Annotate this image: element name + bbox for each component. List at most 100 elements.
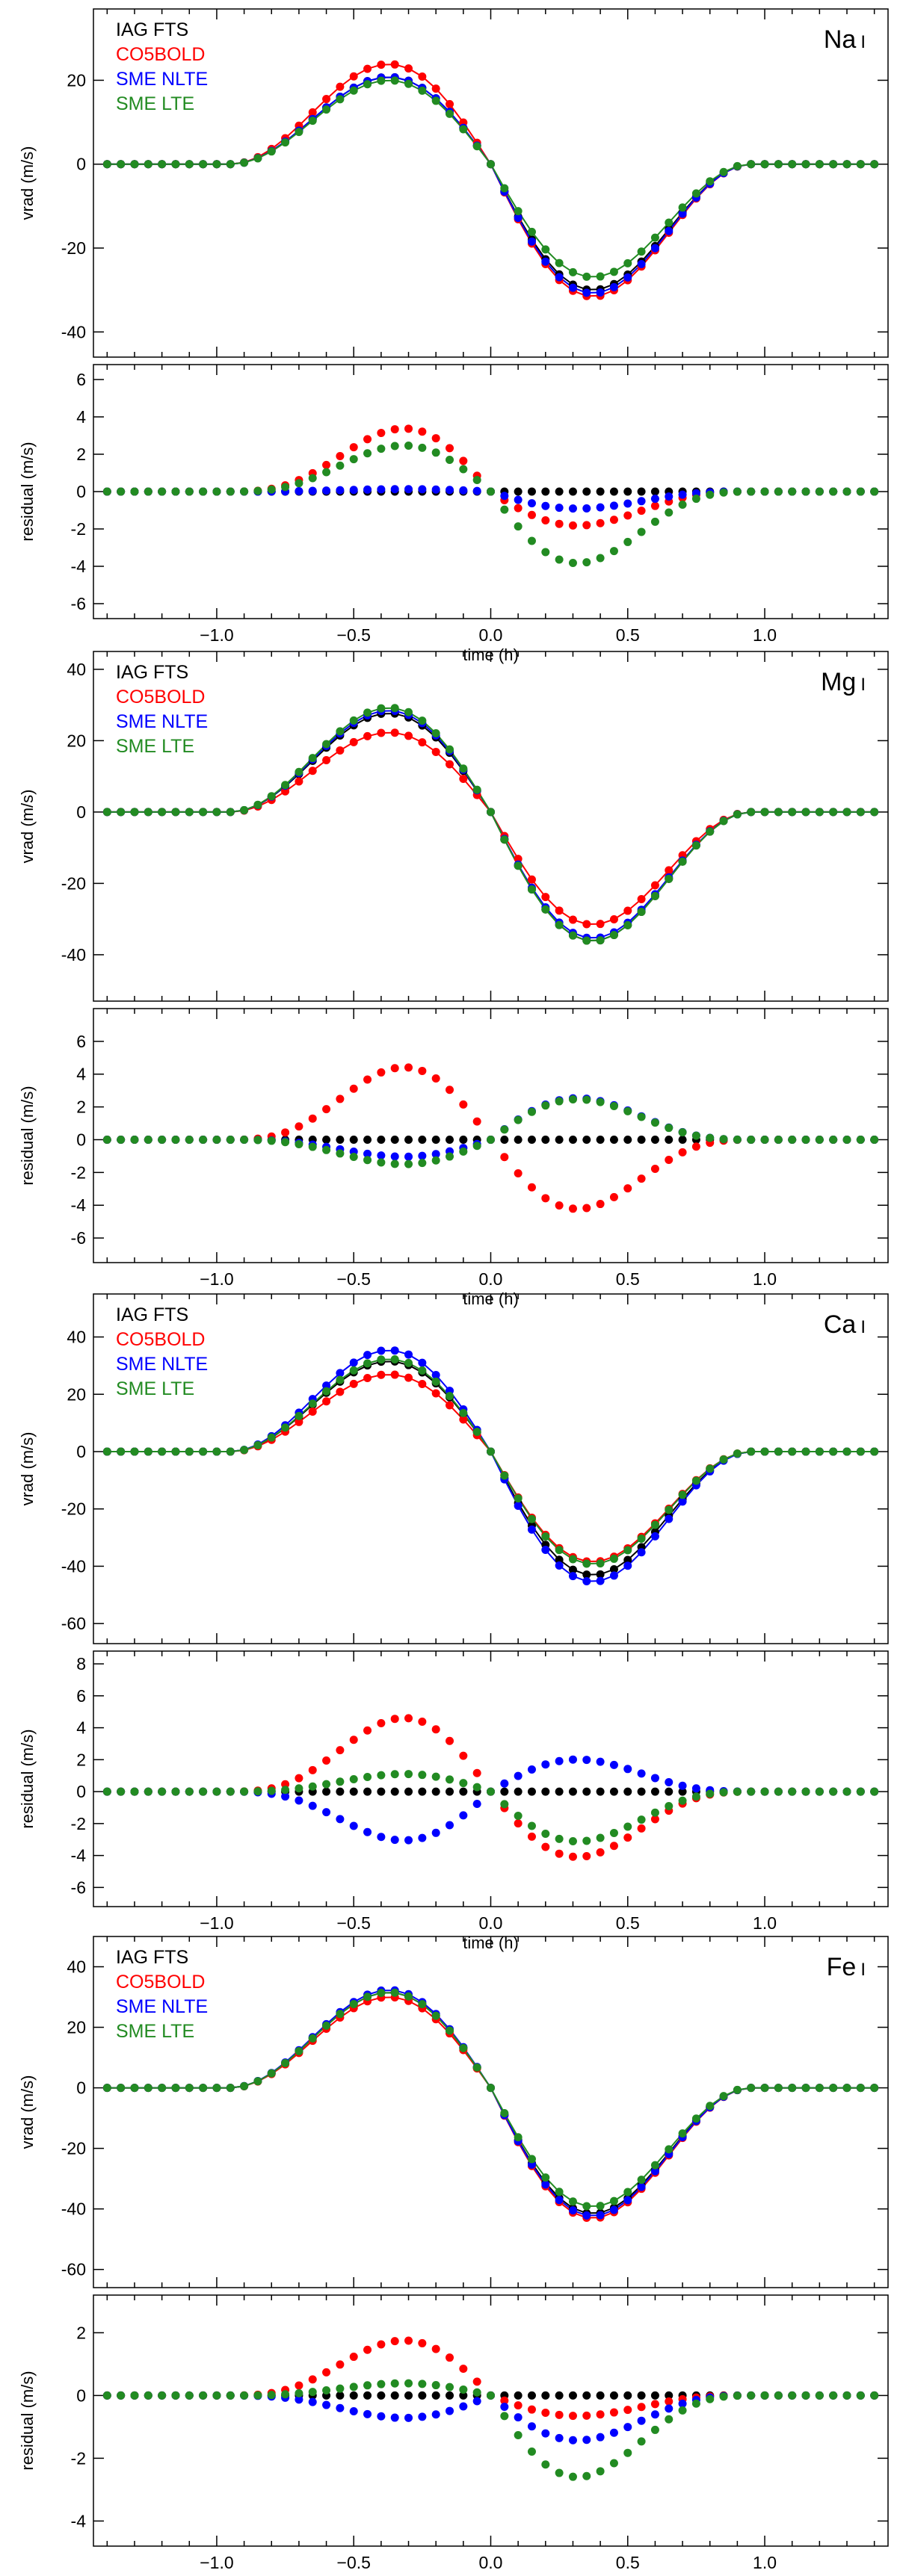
data-point [446, 2353, 454, 2362]
data-point [472, 1117, 481, 1126]
data-point [404, 1836, 413, 1845]
data-point [418, 1159, 427, 1168]
data-point [117, 1787, 126, 1796]
data-point [418, 2000, 427, 2009]
data-point [349, 1084, 358, 1093]
data-point [596, 1787, 605, 1796]
data-point [226, 2391, 235, 2400]
data-point [514, 2391, 523, 2400]
x-tick-label: 0.5 [616, 1269, 640, 1289]
data-point [815, 487, 824, 496]
data-point [158, 2084, 167, 2093]
data-point [144, 1787, 152, 1796]
data-point [829, 808, 838, 817]
data-point [472, 785, 481, 794]
series-sme-lte [107, 707, 875, 942]
data-point [308, 1765, 317, 1774]
y-tick-label: -2 [71, 1814, 86, 1833]
data-point [418, 1151, 427, 1160]
data-point [322, 95, 331, 104]
data-point [555, 487, 564, 496]
data-point [349, 1787, 358, 1796]
data-point [527, 487, 536, 496]
data-point [308, 474, 317, 483]
markers-sme-nlte [102, 1346, 879, 1585]
data-point [459, 1408, 468, 1417]
data-point [349, 72, 358, 81]
data-point [336, 1777, 345, 1786]
data-point [637, 1534, 646, 1543]
data-point [418, 1717, 427, 1726]
data-point [637, 1815, 646, 1824]
data-point [500, 2108, 509, 2117]
data-point [322, 740, 331, 749]
data-point [609, 1135, 618, 1144]
data-point [706, 490, 715, 499]
data-point [418, 427, 427, 436]
data-point [185, 2391, 194, 2400]
series-line [107, 713, 875, 942]
data-point [555, 2433, 564, 2442]
data-point [788, 1787, 797, 1796]
data-point [568, 1787, 577, 1796]
data-point [404, 1152, 413, 1161]
markers-sme-nlte [102, 1986, 879, 2220]
y-axis-label: residual (m/s) [18, 2371, 37, 2470]
data-point [555, 2468, 564, 2477]
data-point [404, 1135, 413, 1144]
data-point [829, 2084, 838, 2093]
data-point [527, 536, 536, 545]
data-point [117, 160, 126, 169]
data-point [418, 1833, 427, 1842]
data-point [431, 2410, 440, 2419]
data-point [446, 2383, 454, 2391]
data-point [446, 1821, 454, 1830]
data-point [446, 486, 454, 495]
data-point [582, 1559, 591, 1568]
residual-sme-lte [102, 2379, 879, 2481]
data-point [308, 1782, 317, 1791]
data-point [295, 1417, 303, 1426]
data-point [555, 273, 564, 282]
data-point [555, 1756, 564, 1765]
plot-frame [93, 2294, 889, 2547]
data-point [788, 1135, 797, 1144]
data-point [404, 708, 413, 716]
data-point [733, 2391, 742, 2400]
y-tick-label: -4 [71, 1846, 87, 1866]
legend-entry: CO5BOLD [116, 1972, 205, 1993]
data-point [829, 1447, 838, 1456]
data-point [541, 1842, 550, 1851]
data-point [418, 2380, 427, 2388]
data-point [158, 1135, 167, 1144]
data-point [665, 2145, 673, 2154]
data-point [650, 891, 659, 900]
data-point [555, 1555, 564, 1564]
data-point [678, 1796, 687, 1805]
data-point [500, 1125, 509, 1134]
data-point [541, 2391, 550, 2400]
data-point [609, 1564, 618, 1573]
x-tick-label: −1.0 [200, 2553, 233, 2572]
data-point [322, 486, 331, 495]
data-point [336, 451, 345, 460]
data-point [459, 775, 468, 784]
data-point [418, 443, 427, 452]
data-point [568, 521, 577, 530]
series-line [107, 1360, 875, 1576]
data-point [212, 487, 221, 496]
data-point [609, 2408, 618, 2417]
data-point [185, 1787, 194, 1796]
data-point [431, 1135, 440, 1144]
data-point [568, 2197, 577, 2206]
data-point [623, 1822, 632, 1831]
data-point [185, 2084, 194, 2093]
data-point [609, 282, 618, 291]
data-point [322, 1780, 331, 1789]
data-point [527, 875, 536, 884]
legend-entry: SME NLTE [116, 711, 208, 732]
data-point [788, 808, 797, 817]
data-point [815, 160, 824, 169]
data-point [158, 808, 167, 817]
